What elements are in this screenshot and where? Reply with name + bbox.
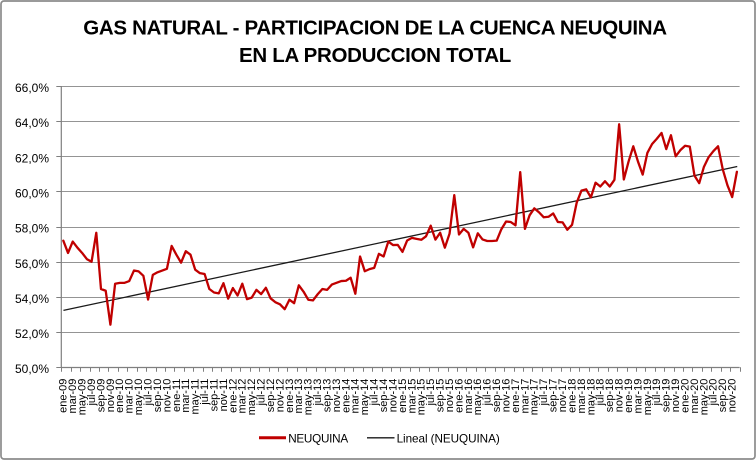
svg-text:50,0%: 50,0%: [15, 362, 49, 376]
svg-text:may-14: may-14: [359, 379, 371, 416]
svg-text:may-09: may-09: [77, 379, 89, 416]
svg-text:mar-10: mar-10: [124, 379, 136, 414]
svg-text:mar-16: mar-16: [463, 379, 475, 414]
svg-text:jul-15: jul-15: [425, 379, 437, 407]
svg-text:may-16: may-16: [472, 379, 484, 416]
svg-text:mar-14: mar-14: [350, 379, 362, 414]
svg-text:may-13: may-13: [303, 379, 315, 416]
svg-text:ene-11: ene-11: [171, 379, 183, 412]
svg-text:GAS NATURAL - PARTICIPACION DE: GAS NATURAL - PARTICIPACION DE LA CUENCA…: [83, 17, 667, 40]
svg-text:may-19: may-19: [642, 379, 654, 416]
svg-text:mar-20: mar-20: [689, 379, 701, 414]
svg-text:may-15: may-15: [416, 379, 428, 416]
svg-text:may-17: may-17: [529, 379, 541, 416]
svg-text:jul-16: jul-16: [482, 379, 494, 407]
svg-text:may-11: may-11: [190, 379, 202, 415]
svg-text:mar-18: mar-18: [576, 379, 588, 414]
svg-text:mar-15: mar-15: [406, 379, 418, 414]
svg-text:sep-20: sep-20: [717, 379, 729, 413]
svg-text:sep-10: sep-10: [152, 379, 164, 413]
svg-text:ene-12: ene-12: [227, 379, 239, 413]
svg-text:62,0%: 62,0%: [15, 151, 49, 165]
svg-text:mar-19: mar-19: [632, 379, 644, 414]
svg-text:jul-17: jul-17: [538, 379, 550, 407]
svg-text:sep-13: sep-13: [321, 379, 333, 413]
svg-text:jul-18: jul-18: [595, 379, 607, 407]
svg-text:nov-11: nov-11: [218, 379, 230, 412]
svg-text:jul-10: jul-10: [142, 379, 154, 407]
svg-text:sep-19: sep-19: [661, 379, 673, 413]
svg-text:may-10: may-10: [133, 379, 145, 416]
svg-text:ene-20: ene-20: [679, 379, 691, 413]
svg-text:nov-14: nov-14: [387, 379, 399, 413]
svg-text:nov-16: nov-16: [500, 379, 512, 413]
svg-text:nov-18: nov-18: [614, 379, 626, 413]
svg-text:nov-10: nov-10: [161, 379, 173, 413]
svg-text:mar-11: mar-11: [180, 379, 192, 413]
svg-text:66,0%: 66,0%: [15, 81, 49, 95]
svg-text:58,0%: 58,0%: [15, 222, 49, 236]
svg-text:sep-15: sep-15: [435, 379, 447, 413]
svg-text:ene-13: ene-13: [284, 379, 296, 413]
svg-text:jul-19: jul-19: [651, 379, 663, 407]
svg-text:nov-20: nov-20: [727, 379, 739, 413]
svg-text:may-20: may-20: [698, 379, 710, 416]
svg-text:56,0%: 56,0%: [15, 257, 49, 271]
svg-text:nov-15: nov-15: [444, 379, 456, 413]
svg-text:sep-11: sep-11: [208, 379, 220, 412]
svg-text:64,0%: 64,0%: [15, 116, 49, 130]
svg-text:jul-13: jul-13: [312, 379, 324, 407]
svg-text:EN LA PRODUCCION TOTAL: EN LA PRODUCCION TOTAL: [239, 44, 511, 67]
svg-text:54,0%: 54,0%: [15, 292, 49, 306]
svg-text:52,0%: 52,0%: [15, 327, 49, 341]
svg-text:ene-15: ene-15: [397, 379, 409, 413]
svg-text:ene-14: ene-14: [340, 379, 352, 413]
svg-text:may-18: may-18: [585, 379, 597, 416]
svg-text:ene-17: ene-17: [510, 379, 522, 413]
svg-text:mar-17: mar-17: [519, 379, 531, 414]
svg-text:ene-18: ene-18: [566, 379, 578, 413]
svg-text:sep-12: sep-12: [265, 379, 277, 413]
svg-text:sep-14: sep-14: [378, 379, 390, 413]
svg-text:mar-13: mar-13: [293, 379, 305, 414]
svg-text:nov-09: nov-09: [105, 379, 117, 413]
svg-text:sep-09: sep-09: [95, 379, 107, 413]
svg-text:ene-09: ene-09: [58, 379, 70, 413]
svg-text:jul-20: jul-20: [708, 379, 720, 407]
svg-text:sep-16: sep-16: [491, 379, 503, 413]
svg-text:ene-16: ene-16: [453, 379, 465, 413]
svg-text:mar-09: mar-09: [67, 379, 79, 414]
svg-text:nov-17: nov-17: [557, 379, 569, 413]
svg-text:mar-12: mar-12: [237, 379, 249, 414]
svg-text:jul-14: jul-14: [369, 379, 381, 407]
svg-text:Lineal (NEUQUINA): Lineal (NEUQUINA): [397, 433, 500, 446]
svg-text:jul-12: jul-12: [256, 379, 268, 407]
svg-text:ene-19: ene-19: [623, 379, 635, 413]
svg-text:ene-10: ene-10: [114, 379, 126, 413]
svg-text:nov-12: nov-12: [274, 379, 286, 413]
svg-text:sep-17: sep-17: [548, 379, 560, 413]
svg-text:60,0%: 60,0%: [15, 186, 49, 200]
svg-text:may-12: may-12: [246, 379, 258, 416]
svg-text:NEUQUINA: NEUQUINA: [288, 433, 348, 446]
svg-text:nov-19: nov-19: [670, 379, 682, 413]
svg-text:jul-09: jul-09: [86, 379, 98, 407]
svg-text:nov-13: nov-13: [331, 379, 343, 413]
svg-text:sep-18: sep-18: [604, 379, 616, 413]
svg-text:jul-11: jul-11: [199, 379, 211, 406]
